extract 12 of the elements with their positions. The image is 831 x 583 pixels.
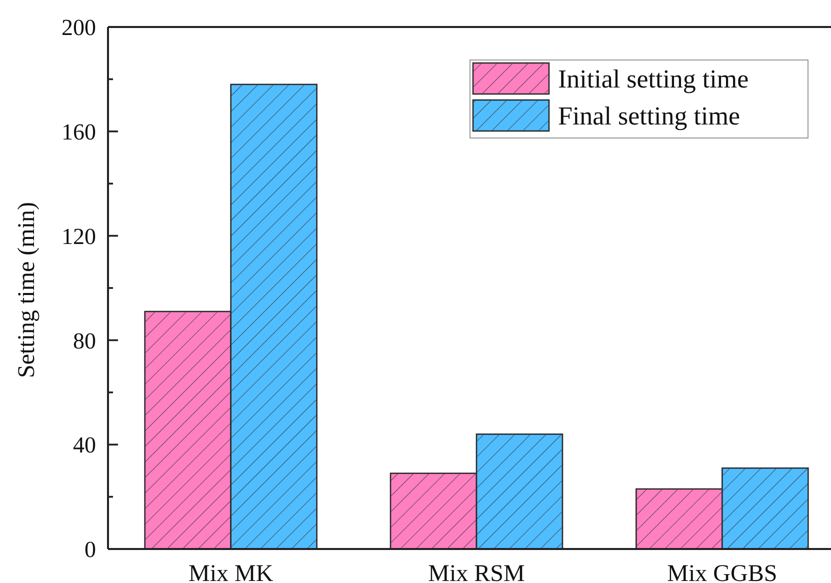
x-tick-label: Mix RSM (428, 561, 525, 583)
y-tick-label: 40 (73, 432, 96, 458)
y-tick-label: 120 (62, 224, 96, 249)
y-tick-label: 200 (62, 15, 96, 40)
y-tick-label: 0 (84, 537, 96, 562)
y-tick-label: 160 (62, 119, 96, 144)
y-axis-title: Setting time (min) (14, 202, 40, 378)
x-tick-label: Mix MK (188, 561, 274, 583)
legend-label: Final setting time (558, 102, 740, 131)
legend-label: Initial setting time (558, 64, 749, 94)
y-tick-label: 80 (73, 328, 96, 354)
x-tick-label: Mix GGBS (667, 561, 778, 583)
